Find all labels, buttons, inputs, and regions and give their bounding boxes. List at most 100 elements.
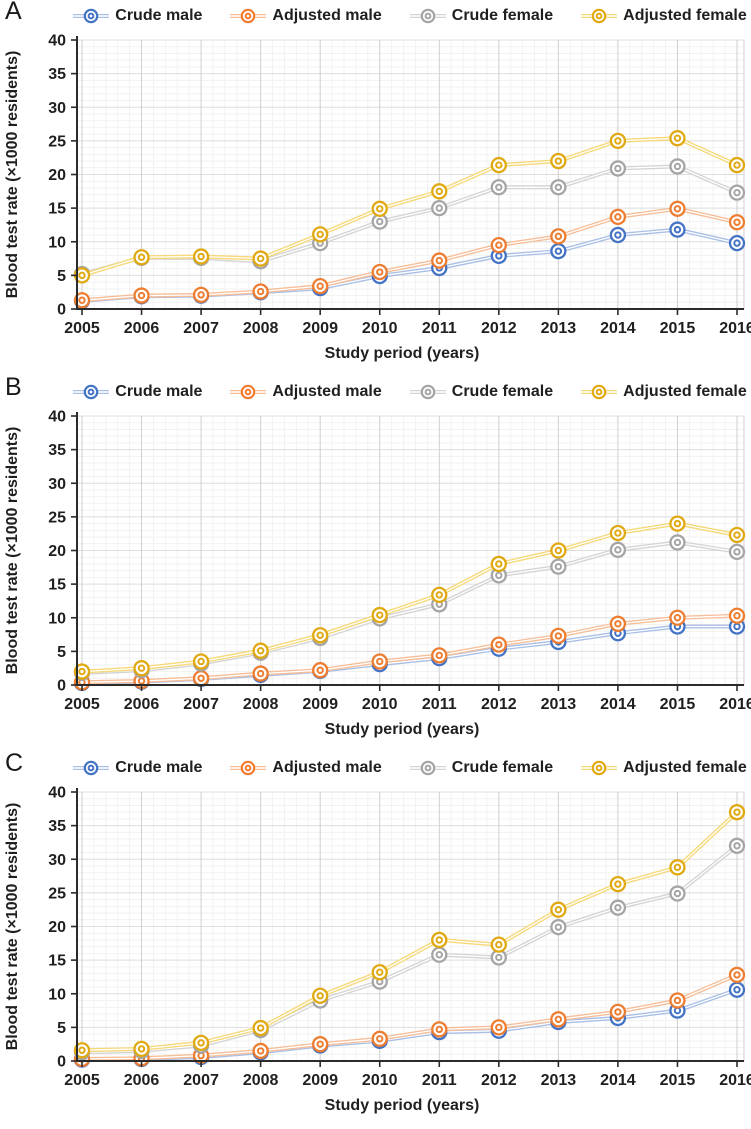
x-tick-label: 2007 [183,1072,219,1089]
y-tick-label: 25 [48,509,66,526]
x-tick-label: 2014 [600,696,636,713]
data-point-crude-female-2016 [728,837,746,854]
y-tick-label: 10 [48,610,66,627]
data-point-adjusted-female-2016 [728,156,746,174]
data-point-adjusted-male-2010 [371,653,388,670]
x-tick-label: 2005 [64,696,100,713]
data-point-adjusted-female-2009 [312,226,329,243]
series-group [73,804,746,1068]
axes [71,412,744,691]
data-point-adjusted-female-2007 [192,248,210,265]
series-adjusted-female [73,804,746,1059]
legend-label: Crude male [115,7,203,24]
data-point-adjusted-female-2014 [609,875,627,893]
data-point-crude-female-2014 [609,899,627,916]
y-tick-label: 15 [48,201,66,218]
data-point-crude-female-2011 [431,199,448,217]
legend-series-marker-icon [409,384,446,400]
panel-a: A Crude male Adjusted male Crude female Adj… [0,0,751,376]
legend-series-marker-icon [73,8,110,24]
legend-item-crude-male: Crude male [72,759,202,777]
data-point-adjusted-female-2014 [609,524,627,542]
data-point-adjusted-female-2014 [609,132,627,150]
axes [71,788,744,1067]
y-tick-label: 15 [48,577,66,594]
x-tick-label: 2011 [422,320,457,337]
x-tick-label: 2012 [481,320,517,337]
series-adjusted-male [73,200,746,309]
data-point-adjusted-female-2010 [371,964,388,981]
series-group [73,515,746,692]
y-tick-label: 5 [57,644,66,661]
y-axis-title: Blood test rate (×1000 residents) [4,51,21,299]
y-tick-label: 25 [48,133,66,150]
legend-series-marker-icon [230,760,267,776]
axes [71,36,744,315]
data-point-adjusted-female-2015 [669,130,686,147]
data-point-adjusted-female-2012 [490,936,507,953]
y-tick-label: 0 [57,678,66,695]
x-tick-label: 2013 [541,696,577,713]
data-point-adjusted-male-2016 [728,607,746,624]
legend-item-crude-female: Crude female [409,383,553,401]
x-tick-label: 2012 [481,696,517,713]
x-tick-label: 2009 [302,696,338,713]
data-point-adjusted-male-2008 [252,283,269,300]
data-point-crude-female-2016 [728,543,746,560]
data-point-adjusted-male-2013 [550,228,567,245]
y-tick-label: 5 [57,1020,66,1037]
data-point-adjusted-female-2010 [371,606,388,624]
legend-label: Adjusted male [272,7,382,24]
data-point-adjusted-male-2014 [609,1003,627,1021]
y-tick-label: 40 [48,33,66,50]
x-tick-label: 2011 [422,1072,457,1089]
data-point-adjusted-male-2011 [431,1021,448,1038]
y-tick-label: 10 [48,234,66,251]
data-point-crude-female-2012 [490,179,507,196]
legend: Crude male Adjusted male Crude female Adjus… [72,4,747,28]
data-point-crude-female-2016 [728,184,746,201]
y-tick-label: 30 [48,476,66,493]
y-tick-label: 0 [57,1054,66,1071]
line-chart: 0 5 10 15 20 25 30 35 40 2005 2006 2007 2008 2009 2010… [4,33,751,363]
x-axis-title: Study period (years) [325,345,480,362]
data-point-adjusted-male-2009 [312,277,329,295]
data-point-adjusted-male-2015 [669,609,686,626]
data-point-crude-female-2013 [550,919,567,936]
legend-item-crude-female: Crude female [409,7,553,25]
legend-label: Crude female [451,383,554,400]
data-point-adjusted-male-2010 [371,1030,388,1047]
legend-item-adjusted-female: Adjusted female [580,383,747,401]
data-point-crude-female-2011 [431,946,448,963]
gridlines [77,791,745,1061]
x-tick-label: 2006 [124,320,160,337]
x-tick-label: 2009 [302,1072,338,1089]
data-point-crude-male-2016 [728,981,746,998]
data-point-adjusted-male-2015 [669,992,686,1009]
x-tick-label: 2013 [541,1072,577,1089]
gridlines [77,415,745,685]
data-point-adjusted-male-2013 [550,1011,567,1028]
data-point-adjusted-female-2006 [133,660,150,677]
data-point-crude-female-2015 [669,885,686,902]
data-point-adjusted-male-2012 [490,636,507,653]
data-point-adjusted-female-2006 [133,1040,150,1058]
legend-item-adjusted-male: Adjusted male [229,383,382,401]
x-tick-label: 2013 [541,320,577,337]
panel-letter: A [5,0,22,25]
legend-series-marker-icon [581,8,618,24]
x-tick-label: 2014 [600,320,636,337]
data-point-adjusted-male-2007 [192,286,210,304]
series-adjusted-male [73,607,746,691]
x-tick-label: 2005 [64,1072,100,1089]
data-point-adjusted-female-2006 [133,249,150,266]
data-point-adjusted-female-2011 [431,183,448,200]
legend-label: Adjusted female [623,383,747,400]
x-tick-label: 2011 [422,696,457,713]
data-point-adjusted-male-2015 [669,200,686,217]
x-axis-title: Study period (years) [325,1097,480,1114]
panel-letter: C [5,749,24,777]
data-point-adjusted-female-2008 [252,250,269,267]
x-tick-label: 2009 [302,320,338,337]
panel-letter: B [5,373,22,401]
